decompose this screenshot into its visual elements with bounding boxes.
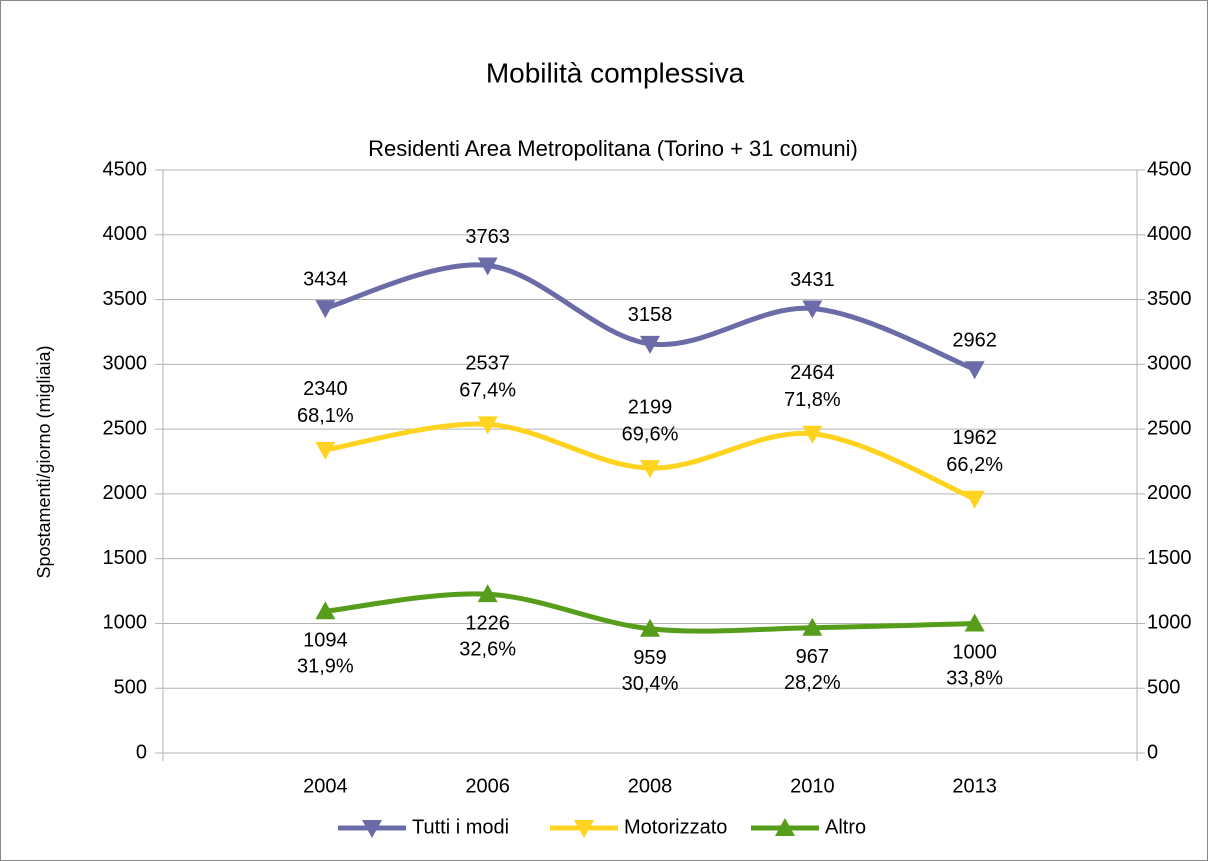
y2-tick-label: 500 bbox=[1147, 677, 1180, 699]
marker bbox=[477, 584, 498, 603]
marker bbox=[802, 617, 823, 636]
y-tick-label: 1500 bbox=[103, 547, 148, 569]
y2-tick-label: 4000 bbox=[1147, 223, 1192, 245]
share-label: 31,9% bbox=[297, 656, 354, 678]
share-label: 32,6% bbox=[459, 638, 516, 660]
x-tick-label: 2008 bbox=[628, 775, 673, 797]
marker bbox=[315, 300, 336, 319]
share-label: 66,2% bbox=[946, 454, 1003, 476]
legend-marker bbox=[574, 820, 594, 838]
marker bbox=[640, 460, 660, 479]
marker bbox=[964, 490, 985, 509]
data-label: 3763 bbox=[465, 226, 510, 248]
y-tick-label: 0 bbox=[136, 741, 147, 763]
y-tick-label: 500 bbox=[114, 677, 147, 699]
data-label: 2340 bbox=[303, 378, 348, 400]
y-tick-label: 3000 bbox=[103, 353, 148, 375]
y2-tick-label: 3500 bbox=[1147, 288, 1192, 310]
y2-tick-label: 3000 bbox=[1147, 353, 1192, 375]
share-label: 68,1% bbox=[297, 405, 354, 427]
chart-title: Mobilità complessiva bbox=[486, 57, 745, 88]
data-label: 3431 bbox=[790, 269, 835, 291]
y2-tick-label: 2500 bbox=[1147, 417, 1192, 439]
data-label: 959 bbox=[633, 647, 666, 669]
share-label: 69,6% bbox=[622, 423, 679, 445]
share-label: 67,4% bbox=[459, 380, 516, 402]
legend-marker bbox=[775, 818, 795, 836]
share-label: 28,2% bbox=[784, 672, 841, 694]
y-tick-label: 2000 bbox=[103, 482, 148, 504]
marker bbox=[477, 257, 498, 276]
data-label: 1962 bbox=[952, 427, 997, 449]
marker bbox=[315, 601, 336, 620]
marker bbox=[477, 416, 498, 435]
data-label: 2199 bbox=[628, 396, 673, 418]
marker bbox=[640, 618, 660, 637]
y-tick-label: 3500 bbox=[103, 288, 148, 310]
legend-marker bbox=[362, 820, 382, 838]
data-label: 2962 bbox=[952, 330, 997, 352]
marker bbox=[964, 361, 985, 380]
y-tick-label: 1000 bbox=[103, 612, 148, 634]
data-label: 3158 bbox=[628, 304, 673, 326]
share-label: 71,8% bbox=[784, 389, 841, 411]
y2-tick-label: 2000 bbox=[1147, 482, 1192, 504]
y-tick-label: 2500 bbox=[103, 417, 148, 439]
x-tick-label: 2006 bbox=[465, 775, 510, 797]
data-label: 1000 bbox=[952, 642, 997, 664]
marker bbox=[964, 613, 985, 632]
y-tick-label: 4000 bbox=[103, 223, 148, 245]
chart-subtitle: Residenti Area Metropolitana (Torino + 3… bbox=[368, 136, 858, 161]
share-label: 33,8% bbox=[946, 668, 1003, 690]
legend-label: Altro bbox=[825, 816, 866, 838]
y2-tick-label: 4500 bbox=[1147, 158, 1192, 180]
marker bbox=[802, 300, 823, 319]
x-tick-label: 2013 bbox=[952, 775, 997, 797]
y2-tick-label: 1500 bbox=[1147, 547, 1192, 569]
data-label: 2464 bbox=[790, 362, 835, 384]
data-label: 2537 bbox=[465, 353, 510, 375]
y-axis-label: Spostamenti/giorno (migliaia) bbox=[34, 345, 54, 578]
legend-label: Motorizzato bbox=[624, 816, 727, 838]
legend-label: Tutti i modi bbox=[412, 816, 509, 838]
data-label: 1094 bbox=[303, 630, 348, 652]
y2-tick-label: 1000 bbox=[1147, 612, 1192, 634]
share-label: 30,4% bbox=[622, 673, 679, 695]
x-tick-label: 2010 bbox=[790, 775, 835, 797]
marker bbox=[640, 335, 660, 354]
y-tick-label: 4500 bbox=[103, 158, 148, 180]
marker bbox=[802, 425, 823, 444]
x-tick-label: 2004 bbox=[303, 775, 348, 797]
data-label: 967 bbox=[796, 646, 829, 668]
data-label: 3434 bbox=[303, 268, 348, 290]
data-label: 1226 bbox=[465, 612, 510, 634]
marker bbox=[315, 441, 336, 460]
y2-tick-label: 0 bbox=[1147, 741, 1158, 763]
